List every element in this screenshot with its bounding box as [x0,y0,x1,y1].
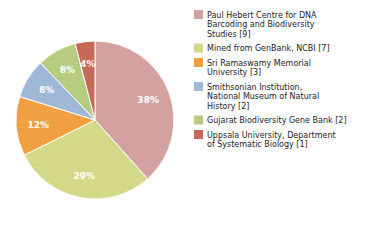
legend-swatch [194,82,203,91]
legend-item: Uppsala University, Departmentof Systema… [194,130,336,149]
legend-item: Mined from GenBank, NCBI [7] [194,44,330,54]
legend-swatch [194,10,203,19]
data-labels: 38% 29% 12% 8% 8% 4% [28,59,159,181]
data-label: 8% [39,85,54,95]
legend-label: Gujarat Biodiversity Gene Bank [2] [207,116,347,125]
chart: 38% 29% 12% 8% 8% 4% Paul Hebert Centre for DN… [0,0,380,240]
legend-swatch [194,130,203,139]
legend-swatch [194,116,203,125]
legend-label: Mined from GenBank, NCBI [7] [207,44,330,53]
data-label: 29% [73,171,95,181]
legend-swatch [194,44,203,53]
data-label: 8% [60,65,75,75]
legend-label: Uppsala University, Departmentof Systema… [207,131,336,150]
legend-label: Paul Hebert Centre for DNABarcoding and … [207,11,317,39]
data-label: 38% [137,95,159,105]
legend-label: Smithsonian Institution,National Museum … [207,83,319,111]
pie-slice [75,41,95,120]
legend-label: Sri Ramaswamy MemorialUniversity [3] [207,59,311,78]
data-label: 4% [80,59,95,69]
legend-item: Smithsonian Institution,National Museum … [194,82,319,111]
legend: Paul Hebert Centre for DNABarcoding and … [194,10,347,149]
data-label: 12% [28,120,50,130]
pie [16,41,174,199]
legend-item: Paul Hebert Centre for DNABarcoding and … [194,10,317,39]
legend-item: Gujarat Biodiversity Gene Bank [2] [194,116,347,126]
legend-item: Sri Ramaswamy MemorialUniversity [3] [194,58,311,77]
legend-swatch [194,58,203,67]
